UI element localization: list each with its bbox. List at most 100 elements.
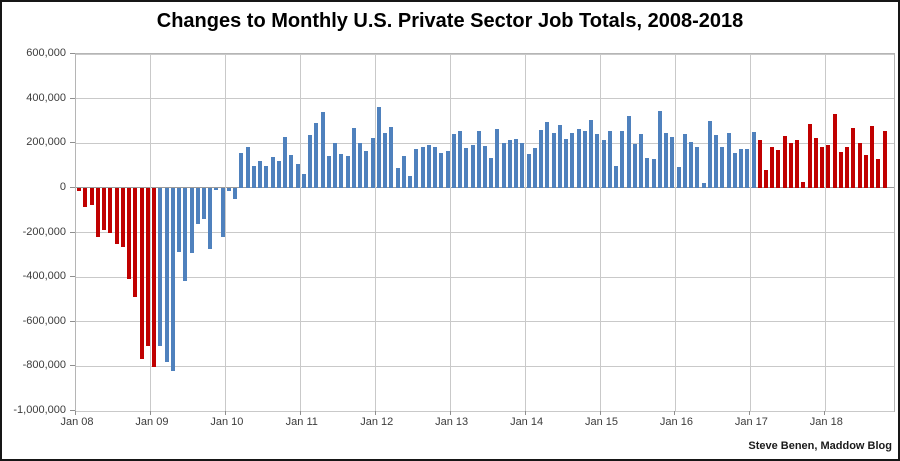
bar-month-90 (639, 133, 644, 188)
bar-month-26 (239, 153, 244, 188)
bar-month-13 (158, 187, 163, 346)
bar-month-105 (732, 152, 737, 188)
bar-month-73 (532, 147, 537, 188)
gridline-vertical-year (300, 54, 302, 411)
bar-month-52 (401, 155, 406, 188)
bar-month-59 (445, 150, 450, 188)
bar-month-91 (645, 157, 650, 188)
gridline-vertical-year (749, 54, 751, 411)
bar-month-12 (152, 187, 157, 368)
bar-month-86 (614, 166, 619, 188)
bar-month-53 (408, 175, 413, 188)
bar-month-109 (757, 140, 762, 188)
credit-text: Steve Benen, Maddow Blog (748, 440, 892, 452)
y-axis-tick-mark (70, 97, 75, 99)
bar-month-2 (89, 187, 94, 205)
bar-month-28 (251, 165, 256, 188)
bar-month-77 (557, 125, 562, 188)
bar-month-102 (714, 135, 719, 188)
bar-month-56 (426, 145, 431, 188)
bar-month-42 (339, 154, 344, 188)
x-axis-tick-mark (674, 411, 676, 415)
bar-month-58 (439, 152, 444, 188)
bar-month-106 (739, 149, 743, 188)
bar-month-116 (801, 181, 806, 188)
bar-month-114 (788, 143, 793, 188)
bar-month-6 (114, 187, 119, 244)
bar-month-79 (570, 132, 575, 188)
x-axis-tick-label: Jan 08 (60, 416, 94, 428)
bar-month-80 (576, 129, 581, 188)
bar-month-122 (838, 151, 843, 188)
x-axis-tick-mark (75, 411, 76, 415)
bar-month-27 (245, 147, 250, 188)
gridline-horizontal (76, 321, 894, 323)
x-axis-tick-label: Jan 13 (435, 416, 469, 428)
bar-month-93 (657, 111, 662, 188)
x-axis-tick-label: Jan 18 (809, 416, 843, 428)
bar-month-113 (782, 135, 787, 188)
bar-month-85 (607, 130, 612, 188)
gridline-horizontal (76, 53, 894, 55)
bar-month-78 (564, 138, 569, 188)
bar-month-100 (701, 183, 706, 188)
y-axis-tick-label: -800,000 (22, 359, 66, 372)
bar-month-110 (763, 170, 768, 188)
bar-month-67 (495, 129, 500, 188)
bar-month-66 (489, 157, 494, 188)
y-axis-tick-label: -600,000 (22, 314, 66, 327)
gridline-vertical-year (824, 54, 826, 411)
bar-month-72 (526, 154, 531, 188)
bar-month-64 (476, 130, 481, 188)
bar-month-0 (77, 187, 82, 191)
bar-month-11 (145, 187, 150, 346)
bar-month-92 (651, 159, 656, 188)
bar-month-70 (514, 139, 519, 188)
x-axis-tick-label: Jan 16 (659, 416, 693, 428)
bar-month-68 (501, 142, 506, 188)
zero-axis-line (76, 187, 894, 189)
bar-month-63 (470, 144, 475, 188)
bar-month-123 (845, 147, 850, 188)
bar-month-16 (177, 187, 182, 252)
bar-month-112 (776, 150, 781, 188)
bar-month-1 (83, 187, 88, 207)
bar-month-32 (276, 160, 281, 188)
bar-month-33 (283, 137, 288, 188)
bar-month-48 (376, 106, 381, 188)
bar-month-121 (832, 114, 837, 188)
bar-month-20 (202, 187, 206, 219)
x-axis-tick-label: Jan 11 (285, 416, 318, 428)
bar-month-82 (589, 119, 594, 188)
bar-month-87 (620, 131, 625, 188)
gridline-vertical-year (525, 54, 527, 411)
bar-month-7 (120, 187, 125, 248)
x-axis-tick-label: Jan 14 (510, 416, 544, 428)
y-axis-tick-label: 400,000 (26, 91, 66, 104)
x-axis-tick-label: Jan 10 (210, 416, 244, 428)
bar-month-39 (320, 112, 325, 188)
bar-month-104 (726, 132, 731, 188)
y-axis-tick-mark (70, 186, 75, 188)
bar-month-4 (102, 187, 107, 231)
bar-month-24 (226, 187, 231, 191)
bar-month-36 (301, 174, 306, 188)
y-axis-tick-label: 200,000 (26, 136, 66, 149)
bar-month-124 (851, 128, 856, 188)
bar-month-38 (314, 123, 319, 188)
plot-area (75, 53, 895, 412)
bar-month-14 (164, 187, 169, 362)
x-axis-tick-mark (299, 411, 301, 415)
bar-month-107 (745, 148, 750, 188)
bar-month-129 (882, 131, 887, 188)
gridline-horizontal (76, 365, 894, 367)
bar-month-75 (545, 121, 550, 188)
bar-month-10 (139, 187, 144, 359)
gridline-horizontal (76, 232, 894, 233)
bar-month-41 (333, 143, 338, 188)
bar-month-81 (582, 130, 587, 188)
bar-month-43 (345, 155, 350, 188)
gridline-vertical-year (600, 54, 602, 411)
bar-month-30 (264, 165, 269, 188)
bar-month-94 (664, 132, 669, 188)
